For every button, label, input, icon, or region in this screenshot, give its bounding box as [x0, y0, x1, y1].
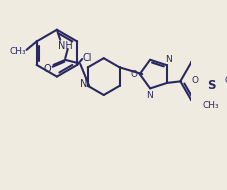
Text: O: O — [224, 76, 227, 85]
Text: S: S — [206, 79, 215, 92]
Text: O: O — [44, 64, 51, 74]
Text: CH₃: CH₃ — [10, 47, 26, 56]
Text: Cl: Cl — [82, 53, 91, 63]
Text: N: N — [145, 91, 152, 100]
Text: CH₃: CH₃ — [202, 101, 219, 110]
Text: N: N — [80, 79, 87, 89]
Text: O: O — [190, 76, 197, 85]
Text: O: O — [130, 70, 137, 79]
Text: N: N — [165, 55, 171, 64]
Text: NH: NH — [58, 41, 72, 51]
